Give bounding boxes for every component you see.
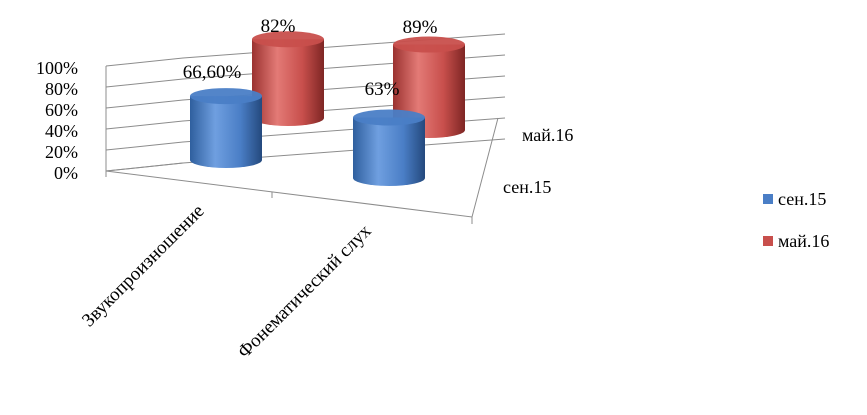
y-tick-label-1: 20% (45, 142, 78, 162)
legend-swatch-sep (763, 194, 773, 204)
back-floor-edge (105, 162, 184, 172)
bar-top (252, 31, 324, 48)
data-label-may-fonem: 89% (403, 17, 438, 38)
y-tick-label-2: 40% (45, 121, 78, 141)
y-tick-label-3: 60% (45, 100, 78, 120)
bar-top (353, 109, 425, 126)
data-label-sep-fonem: 63% (365, 79, 400, 100)
bar-top (393, 36, 465, 53)
bar-may-0 (252, 31, 324, 126)
data-label-may-zvuk: 82% (261, 16, 296, 37)
depth-label-sep: сен.15 (503, 177, 551, 197)
bar-body (353, 117, 425, 186)
bar-body (190, 96, 262, 168)
y-tick-label-4: 80% (45, 79, 78, 99)
bar-body (252, 39, 324, 126)
legend-swatch-may (763, 236, 773, 246)
depth-label-may: май.16 (522, 125, 573, 145)
legend: сен.15 май.16 (763, 189, 829, 251)
bar-sep-0 (190, 88, 262, 168)
bar-top (190, 88, 262, 105)
category-label-1: Фонематический слух (234, 220, 376, 362)
bars (190, 31, 465, 186)
category-label-0: Звукопроизношение (78, 201, 208, 331)
y-tick-label-5: 100% (36, 58, 78, 78)
data-label-sep-zvuk: 66,60% (183, 62, 242, 83)
chart-floor (105, 66, 499, 224)
y-tick-label-0: 0% (54, 163, 78, 183)
legend-label-sep: сен.15 (778, 189, 826, 209)
legend-label-may: май.16 (778, 231, 829, 251)
bar-sep-1 (353, 109, 425, 186)
